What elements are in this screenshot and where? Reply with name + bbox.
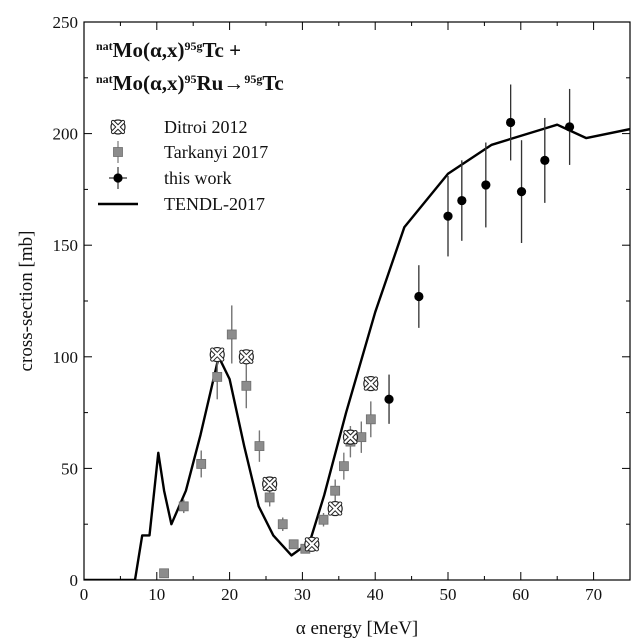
tarkanyi-2017-point	[356, 432, 367, 443]
tarkanyi-2017-point	[338, 461, 349, 472]
tarkanyi-2017-point	[226, 329, 237, 340]
legend-item: Tarkanyi 2017	[113, 141, 268, 163]
x-tick-label: 50	[440, 585, 457, 604]
ditroi-2012-point	[238, 349, 254, 365]
this-work-point	[506, 117, 516, 128]
x-tick-label: 60	[512, 585, 529, 604]
tarkanyi-2017-point	[365, 414, 376, 425]
x-tick-label: 30	[294, 585, 311, 604]
this-work-point	[443, 211, 453, 221]
tarkanyi-2017-point	[318, 514, 329, 525]
tarkanyi-2017-point	[288, 539, 299, 550]
tarkanyi-2017-point	[330, 485, 341, 496]
x-tick-label: 40	[367, 585, 384, 604]
chart-title-line-2: natMo(α,x)95Ru→95gTc	[96, 71, 284, 95]
legend-item: this work	[109, 167, 232, 189]
tarkanyi-2017-point	[159, 568, 169, 579]
series-tarkanyi-2017	[159, 305, 376, 579]
x-tick-label: 10	[148, 585, 165, 604]
this-work-point-legend	[113, 173, 123, 183]
legend-item: TENDL-2017	[98, 194, 265, 214]
tarkanyi-2017-point	[277, 519, 288, 530]
this-work-point	[457, 195, 467, 206]
ditroi-2012-point	[262, 476, 278, 492]
tarkanyi-2017-point	[264, 492, 275, 503]
chart-title-line-1: natMo(α,x)95gTc +	[96, 38, 241, 62]
y-tick-label: 250	[53, 13, 79, 32]
this-work-point	[516, 187, 527, 197]
this-work-point	[540, 155, 550, 165]
ditroi-2012-point	[304, 536, 320, 552]
ditroi-2012-point	[327, 500, 343, 517]
tarkanyi-2017-point	[196, 459, 207, 469]
y-axis-title: cross-section [mb]	[16, 231, 37, 372]
x-axis-title: α energy [MeV]	[296, 618, 419, 639]
x-tick-label: 20	[221, 585, 238, 604]
chart-legend: Ditroi 2012 Tarkanyi 2017 this work TENDL-2…	[98, 117, 268, 214]
y-tick-label: 50	[61, 459, 78, 478]
chart-title: natMo(α,x)95gTc + natMo(α,x)95Ru→95gTc	[96, 38, 284, 95]
this-work-point	[481, 180, 491, 190]
y-tick-label: 150	[53, 236, 79, 255]
series-ditroi-2012	[209, 346, 379, 552]
y-tick-label: 0	[70, 571, 79, 590]
x-tick-label: 0	[80, 585, 89, 604]
tarkanyi-2017-point-legend	[113, 147, 123, 157]
ditroi-2012-point	[342, 429, 359, 445]
this-work-point	[564, 122, 575, 132]
ditroi-2012-point	[209, 346, 225, 363]
tendl-curve-layer	[84, 123, 630, 580]
tendl-2017-curve	[84, 123, 630, 580]
ditroi-2012-point	[363, 375, 379, 392]
y-tick-label: 100	[53, 348, 79, 367]
legend-label: TENDL-2017	[164, 194, 265, 214]
series-this-work	[384, 84, 575, 424]
legend-label: Tarkanyi 2017	[164, 142, 268, 162]
this-work-point	[384, 394, 394, 404]
tarkanyi-2017-point	[178, 501, 189, 512]
this-work-point	[414, 291, 424, 302]
legend-item: Ditroi 2012	[110, 117, 248, 137]
tarkanyi-2017-point	[241, 380, 252, 391]
y-tick-label: 200	[53, 125, 79, 144]
axis-ticks-layer: 0 10 20 30 40 50 60 70 0 50 100 150 200 250	[53, 13, 630, 604]
tarkanyi-2017-point	[212, 371, 223, 382]
legend-label: this work	[164, 168, 232, 188]
tarkanyi-2017-point	[254, 441, 265, 451]
legend-label: Ditroi 2012	[164, 117, 248, 137]
data-points-layer	[159, 84, 575, 579]
ditroi-2012-point-legend	[110, 119, 126, 135]
x-tick-label: 70	[585, 585, 602, 604]
